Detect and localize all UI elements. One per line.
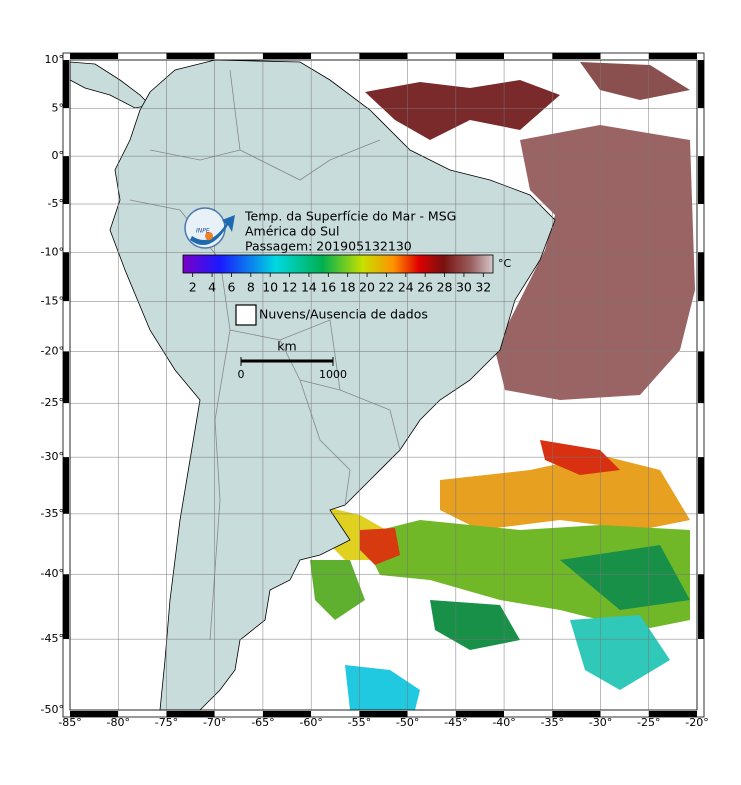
lat-label: -10° [41,245,64,258]
lon-label: -60° [299,716,322,729]
lat-label: -30° [41,450,64,463]
lat-label: -20° [41,344,64,357]
lon-label: -70° [203,716,226,729]
title-line: Passagem: 201905132130 [245,239,412,254]
colorbar-tick-label: 4 [208,280,216,295]
lat-label: -50° [41,703,64,716]
sst-patch-south-warm [440,455,690,530]
logo-text: INPE [196,228,210,235]
lat-label: 10° [45,53,65,66]
legend-label: Nuvens/Ausencia de dados [259,307,428,322]
colorbar-tick-label: 6 [227,280,235,295]
map-frame: 10° 5° 0° -5° -10° -15° -20° -25° -30° -35° -40° -4… [41,52,709,729]
lat-label: 0° [52,149,65,162]
logo-dot [205,232,213,240]
lat-label: -25° [41,396,64,409]
colorbar-tick-label: 30 [456,280,472,295]
scale-unit: km [277,339,296,354]
frame-outline [62,52,705,718]
lat-label: -35° [41,507,64,520]
colorbar-tick-label: 10 [262,280,278,295]
sst-patch-south-mid [360,520,690,630]
lon-label: -80° [106,716,129,729]
sst-patch-north2 [580,62,690,100]
lon-label: -25° [637,716,660,729]
sst-patch-green [430,545,690,650]
colorbar-tick-label: 12 [282,280,298,295]
central-america [69,61,151,109]
sst-patch-cold [345,665,420,710]
scale-label: 0 [238,368,245,381]
overlay: INPE Temp. da Superfície do Mar - MSG Am… [182,207,512,381]
lon-label: -20° [685,716,708,729]
scale-label: 1000 [319,368,347,381]
colorbar-tick-label: 20 [359,280,375,295]
logo-arrow [190,215,235,245]
title-line: Temp. da Superfície do Mar - MSG [244,209,456,224]
sst-patch-plata-red [360,528,400,565]
lon-label: -40° [492,716,515,729]
lon-label: -45° [444,716,467,729]
colorbar-unit: °C [498,257,512,270]
sst-patch-warm-north [365,80,560,140]
lat-label: -40° [41,567,64,580]
colorbar-tick-label: 18 [340,280,356,295]
lat-label: -45° [41,632,64,645]
colorbar-tick-label: 28 [437,280,453,295]
lat-label: -15° [41,294,64,307]
lat-label: 5° [52,101,65,114]
logo: INPE [184,207,235,249]
legend-swatch [235,304,257,326]
lon-label: -30° [589,716,612,729]
title-line: América do Sul [245,224,339,239]
sst-patch-south-red [540,440,620,475]
colorbar-tick-label: 14 [301,280,317,295]
lon-label: -75° [155,716,178,729]
frame-inner [69,59,698,711]
lon-label: -35° [541,716,564,729]
colorbar [182,254,494,274]
colorbar-tick-label: 24 [398,280,414,295]
colorbar-tick-label: 16 [320,280,336,295]
colorbar-tick-label: 26 [417,280,433,295]
lon-label: -85° [58,716,81,729]
lon-label: -65° [251,716,274,729]
lon-label: -50° [396,716,419,729]
colorbar-tick-label: 2 [189,280,197,295]
lat-label: -5° [48,197,64,210]
colorbar-tick-label: 22 [378,280,394,295]
map-layers [69,59,695,711]
sst-patch-southwest [310,560,365,620]
sst-patch-north [495,125,695,400]
lon-label: -55° [348,716,371,729]
sst-patch-cool [570,615,670,690]
colorbar-tick-label: 32 [475,280,491,295]
colorbar-tick-label: 8 [247,280,255,295]
